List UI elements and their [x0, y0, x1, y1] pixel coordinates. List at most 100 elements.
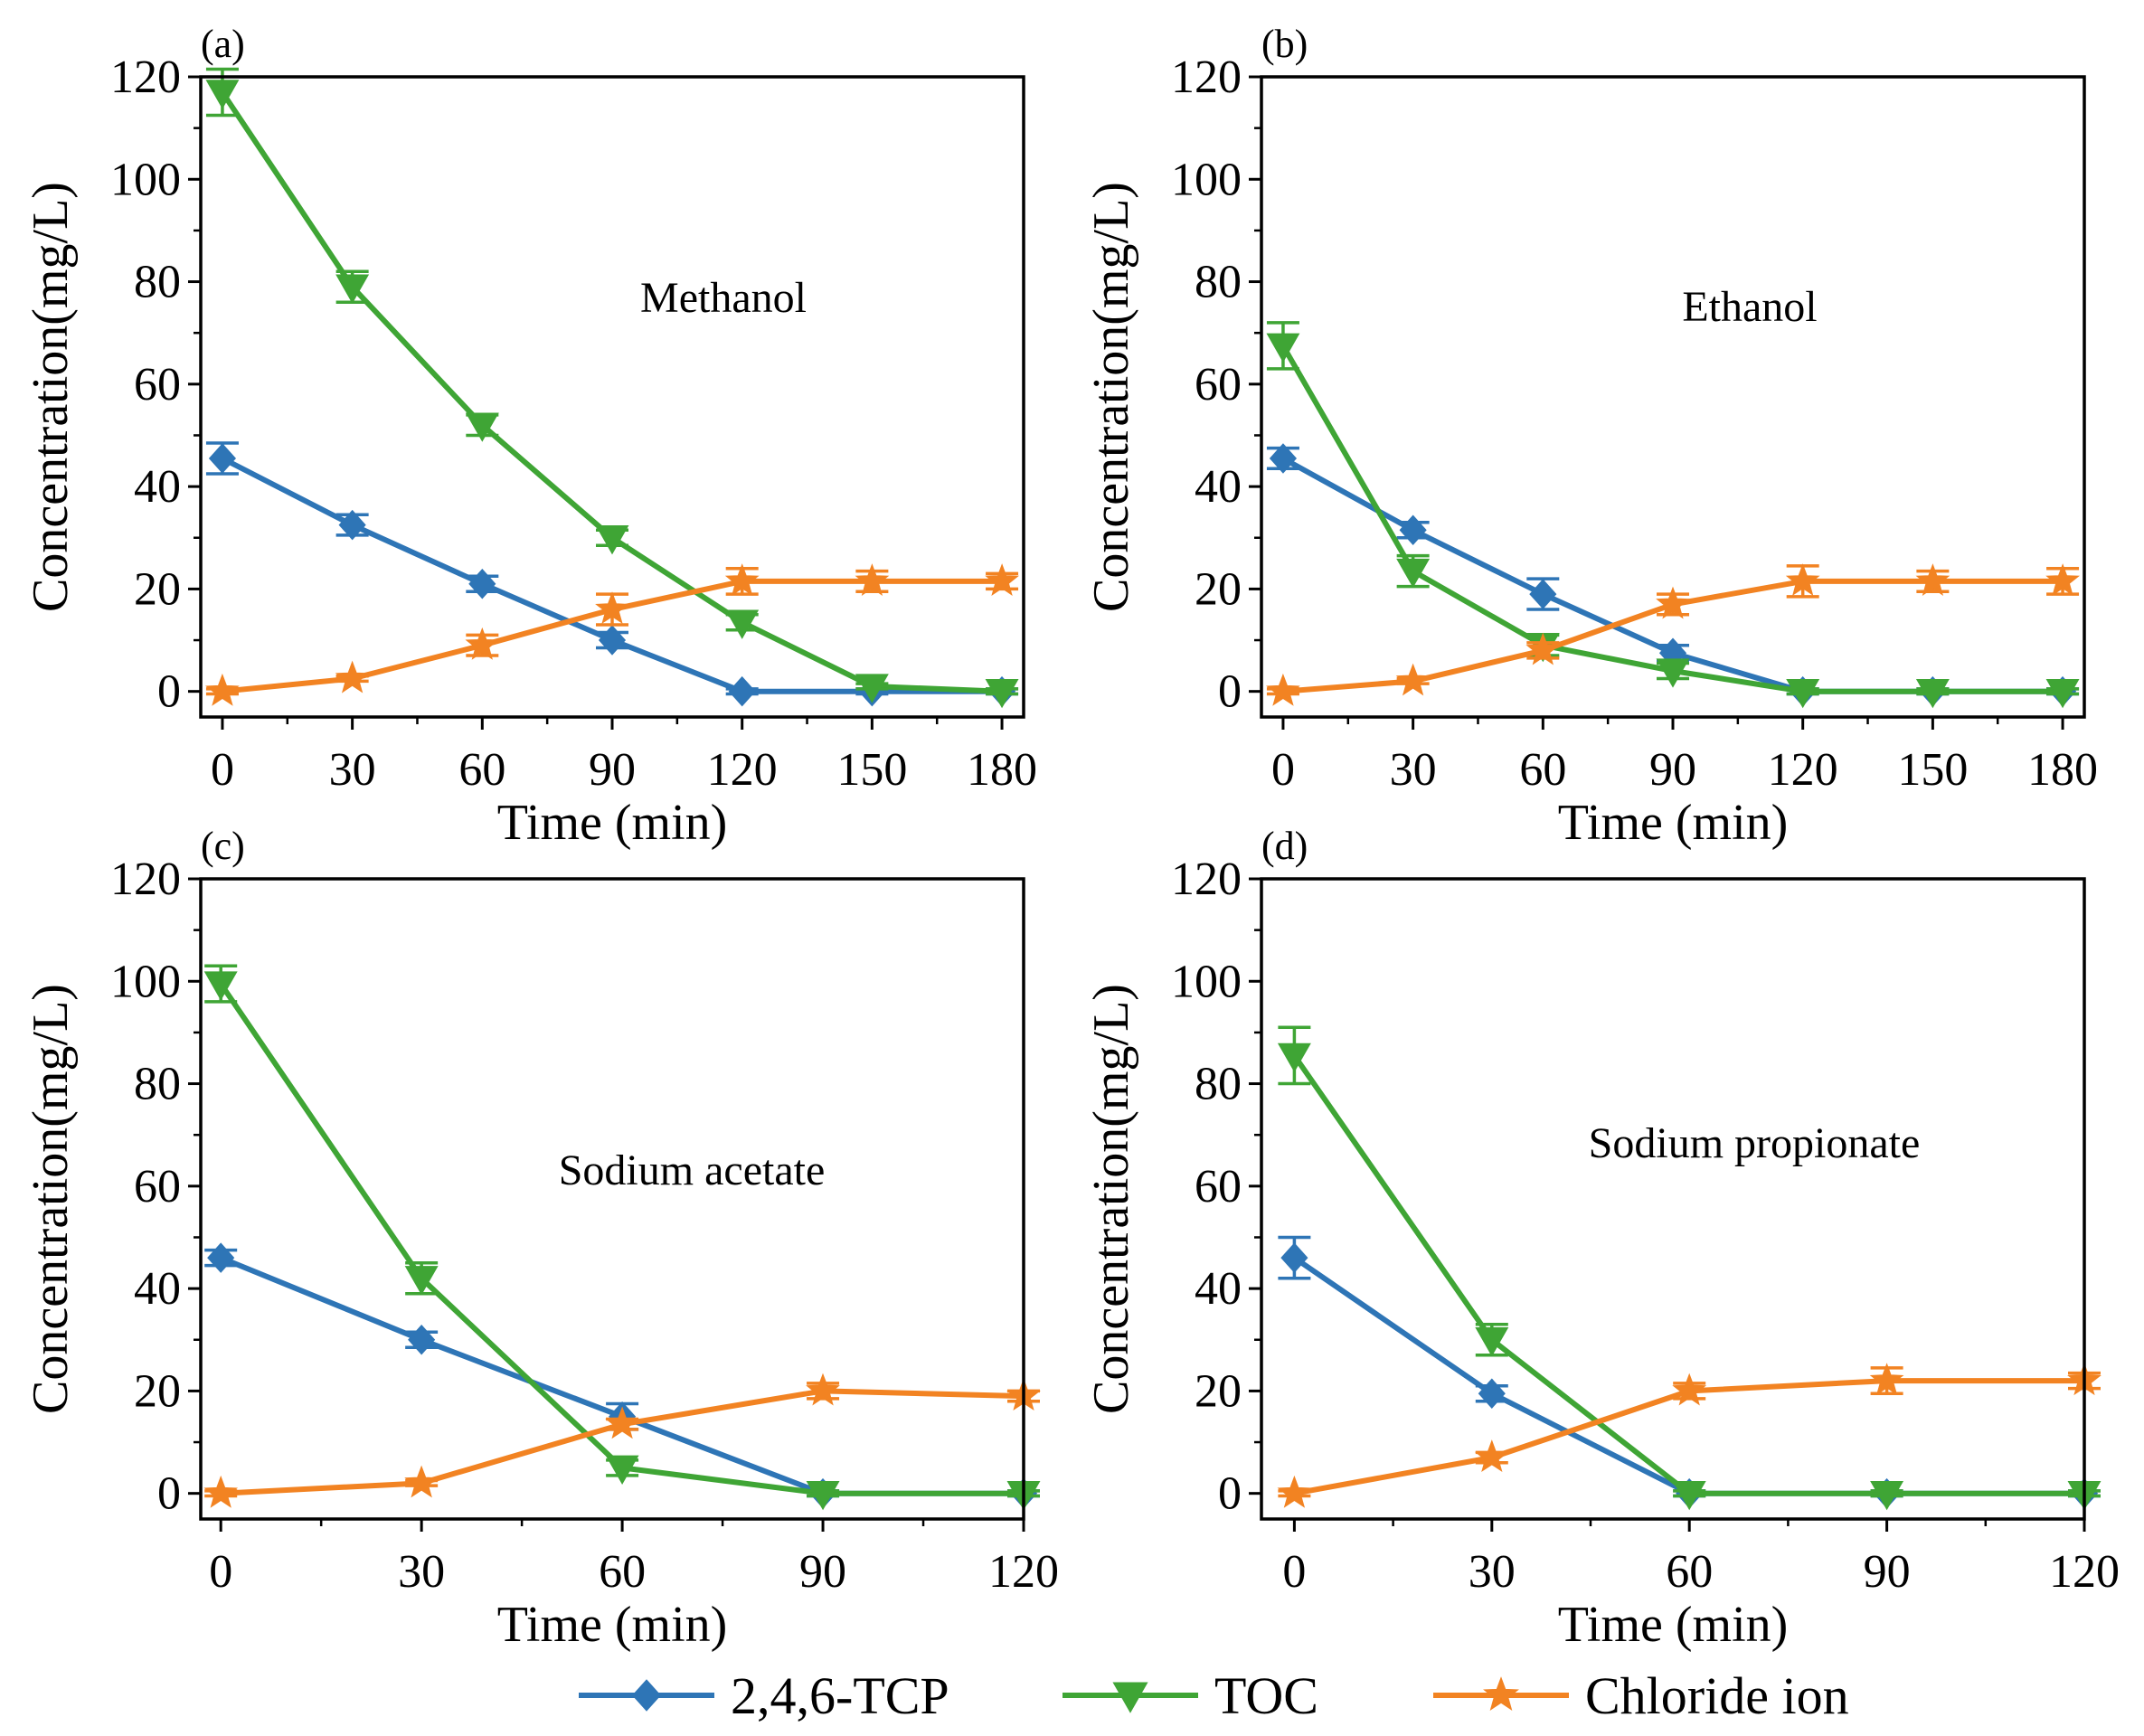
x-tick-label: 180	[967, 744, 1037, 796]
y-tick-label: 100	[1171, 154, 1242, 205]
panel-annotation: Sodium acetate	[559, 1146, 826, 1194]
data-point-chloride	[1672, 1373, 1707, 1406]
x-axis-label: Time (min)	[497, 795, 728, 851]
data-point-chloride	[806, 1373, 840, 1406]
data-point-chloride	[1525, 632, 1561, 665]
legend-marker	[1483, 1676, 1519, 1711]
series-toc	[1277, 1025, 2101, 1511]
data-point-tcp	[1399, 514, 1427, 546]
panel-annotation: Sodium propionate	[1589, 1119, 1921, 1167]
series-chloride	[203, 1373, 1041, 1508]
x-tick-label: 60	[458, 744, 505, 796]
data-point-toc	[605, 1455, 639, 1485]
x-tick-label: 0	[1271, 744, 1295, 796]
data-point-chloride	[595, 591, 629, 625]
y-tick-label: 0	[1218, 666, 1242, 718]
y-tick-label: 60	[134, 359, 181, 410]
y-tick-label: 120	[110, 854, 181, 905]
series-group	[1277, 1025, 2101, 1511]
y-tick-label: 120	[110, 52, 181, 103]
y-axis-label: Concentration(mg/L)	[1083, 984, 1139, 1414]
x-tick-label: 90	[799, 1546, 846, 1598]
data-point-chloride	[1474, 1439, 1509, 1473]
x-tick-label: 0	[209, 1546, 232, 1598]
data-point-tcp	[408, 1325, 436, 1355]
y-tick-label: 80	[1195, 1059, 1242, 1110]
legend-label: Chloride ion	[1585, 1666, 1849, 1725]
data-point-toc	[806, 1480, 840, 1511]
panel-annotation: Ethanol	[1682, 283, 1817, 331]
panel-letter: (b)	[1261, 22, 1308, 66]
data-point-toc	[404, 1266, 439, 1296]
data-point-chloride	[605, 1406, 639, 1439]
x-tick-label: 90	[1864, 1546, 1911, 1598]
x-axis-label: Time (min)	[1558, 795, 1789, 851]
series-tcp	[1278, 1235, 2101, 1509]
y-tick-label: 80	[134, 257, 181, 308]
x-tick-label: 30	[1469, 1546, 1516, 1598]
y-tick-label: 100	[110, 154, 181, 205]
data-point-tcp	[468, 568, 496, 599]
y-tick-label: 20	[1195, 1365, 1242, 1417]
data-point-chloride	[1656, 586, 1690, 619]
data-point-toc	[1870, 1480, 1904, 1511]
data-point-toc	[1656, 658, 1690, 688]
x-tick-label: 120	[2049, 1546, 2120, 1598]
x-tick-label: 90	[589, 744, 636, 796]
x-tick-label: 0	[211, 744, 234, 796]
y-tick-label: 20	[1195, 563, 1242, 615]
y-tick-label: 0	[157, 666, 181, 718]
legend-label: 2,4,6-TCP	[731, 1666, 949, 1725]
data-point-chloride	[1395, 663, 1431, 696]
data-point-toc	[1266, 333, 1300, 363]
y-tick-label: 60	[1195, 359, 1242, 410]
y-tick-label: 40	[1195, 461, 1242, 513]
data-point-toc	[203, 971, 238, 1001]
x-tick-label: 30	[1390, 744, 1437, 796]
series-line-tcp	[221, 456, 1003, 694]
panel-letter: (d)	[1261, 824, 1308, 868]
data-point-tcp	[208, 443, 237, 474]
x-tick-label: 30	[329, 744, 376, 796]
x-tick-label: 30	[398, 1546, 445, 1598]
data-point-toc	[1277, 1043, 1311, 1073]
y-axis-label: Concentration(mg/L)	[23, 182, 79, 612]
panel-annotation: Methanol	[640, 274, 807, 322]
x-tick-label: 180	[2027, 744, 2098, 796]
chart-panel: 0 20 40 60 80 100 120 0 30 60 90 120 150 180 Time (min…	[23, 22, 1037, 851]
data-point-toc	[1672, 1480, 1706, 1511]
data-point-chloride	[1277, 1475, 1312, 1508]
x-tick-label: 120	[988, 1546, 1059, 1598]
plot-frame	[1260, 877, 2086, 1521]
y-tick-label: 80	[134, 1059, 181, 1110]
legend-item-tcp: 2,4,6-TCP	[579, 1666, 949, 1725]
data-point-chloride	[1869, 1363, 1904, 1396]
chart-panel: 0 20 40 60 80 100 120 0 30 60 90 120 Time (min) Conce…	[23, 824, 1059, 1653]
plot-frame	[1260, 75, 2086, 719]
data-point-chloride	[335, 660, 370, 693]
y-tick-label: 40	[1195, 1263, 1242, 1315]
y-tick-label: 0	[1218, 1468, 1242, 1520]
data-point-toc	[205, 80, 240, 109]
data-point-toc	[2045, 678, 2080, 709]
series-group	[203, 964, 1041, 1511]
series-group	[205, 67, 1019, 709]
y-tick-label: 100	[1171, 956, 1242, 1007]
y-tick-label: 40	[134, 461, 181, 513]
data-point-toc	[465, 412, 499, 442]
series-toc	[203, 964, 1041, 1511]
y-tick-label: 100	[110, 956, 181, 1007]
data-point-chloride	[855, 563, 890, 596]
data-point-toc	[1786, 678, 1820, 709]
series-toc	[205, 67, 1019, 709]
data-point-chloride	[1915, 563, 1950, 596]
data-point-chloride	[205, 673, 240, 706]
y-tick-label: 20	[134, 563, 181, 615]
data-point-toc	[1475, 1327, 1509, 1357]
panel-letter: (a)	[201, 22, 245, 66]
legend-label: TOC	[1214, 1666, 1318, 1725]
data-point-tcp	[1478, 1378, 1506, 1409]
y-tick-label: 20	[134, 1365, 181, 1417]
x-tick-label: 60	[599, 1546, 646, 1598]
x-tick-label: 60	[1519, 744, 1566, 796]
